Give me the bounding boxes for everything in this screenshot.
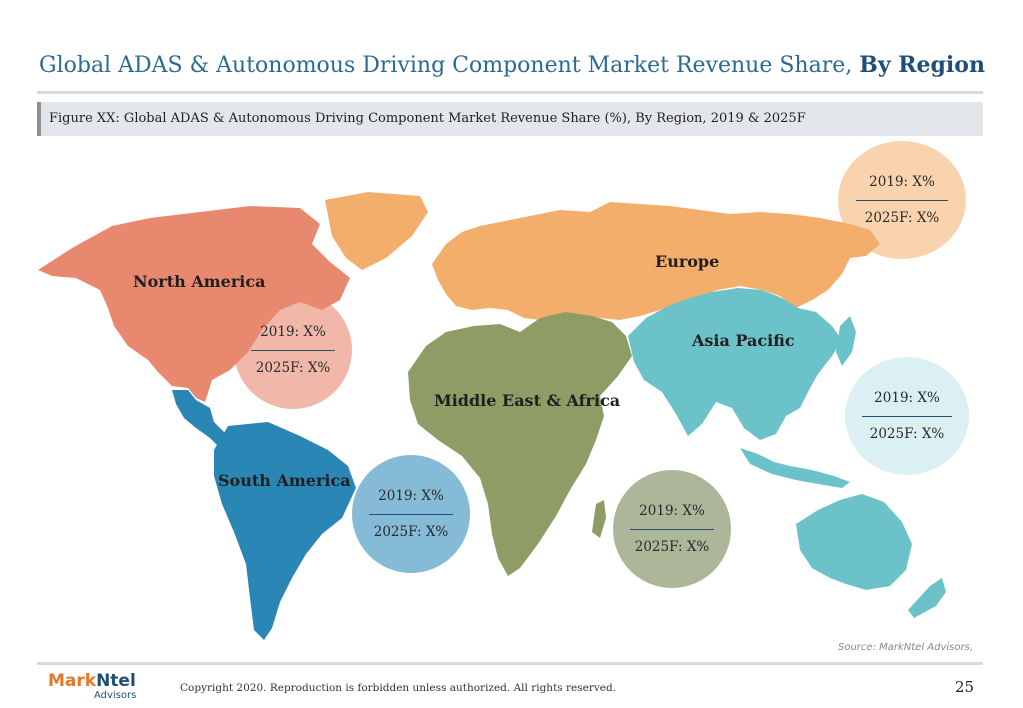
region-label-north-america: North America <box>133 272 266 291</box>
bottom-divider <box>37 662 983 665</box>
japan-shape <box>836 316 856 366</box>
bubble-europe-divider <box>855 200 949 201</box>
bubble-middle-east-africa: 2019: X% 2025F: X% <box>613 470 731 588</box>
figure-caption: Figure XX: Global ADAS & Autonomous Driv… <box>49 111 806 126</box>
sea-islands-shape <box>740 448 850 488</box>
asia-pacific-shape <box>628 288 842 440</box>
bubble-north-america-2025: 2025F: X% <box>255 360 331 376</box>
bubble-middle-east-africa-2025: 2025F: X% <box>634 539 710 555</box>
top-divider <box>37 91 983 94</box>
logo-part1: Mark <box>48 671 97 691</box>
middle-east-africa-shape <box>408 312 632 576</box>
bubble-asia-pacific-divider <box>862 416 952 417</box>
madagascar-shape <box>592 500 606 538</box>
title-main: Global ADAS & Autonomous Driving Compone… <box>39 53 860 78</box>
world-map-svg <box>38 192 946 640</box>
bubble-south-america: 2019: X% 2025F: X% <box>352 455 470 573</box>
figure-caption-bar: Figure XX: Global ADAS & Autonomous Driv… <box>37 102 983 136</box>
bubble-south-america-2025: 2025F: X% <box>373 524 449 540</box>
title-accent: By Region <box>859 52 985 78</box>
region-label-south-america: South America <box>218 471 351 490</box>
europe-shape <box>432 202 880 320</box>
region-label-europe: Europe <box>655 252 720 271</box>
world-map <box>0 140 1023 660</box>
page-number: 25 <box>955 678 975 696</box>
north-america-shape <box>38 206 350 402</box>
bubble-asia-pacific-2019: 2019: X% <box>874 390 940 406</box>
region-label-asia-pacific: Asia Pacific <box>692 331 795 350</box>
australia-shape <box>796 494 912 590</box>
bubble-europe-2019: 2019: X% <box>869 174 935 190</box>
logo-subtext: Advisors <box>94 690 137 701</box>
central-america-shape <box>172 390 228 448</box>
page-title: Global ADAS & Autonomous Driving Compone… <box>39 52 985 78</box>
region-label-middle-east-africa: Middle East & Africa <box>434 391 621 410</box>
copyright-notice: Copyright 2020. Reproduction is forbidde… <box>180 682 617 694</box>
bubble-asia-pacific-2025: 2025F: X% <box>869 426 945 442</box>
bubble-middle-east-africa-divider <box>629 529 715 530</box>
bubble-europe: 2019: X% 2025F: X% <box>838 141 966 259</box>
logo-part2: Ntel <box>96 671 136 691</box>
bubble-middle-east-africa-2019: 2019: X% <box>639 503 705 519</box>
logo-wordmark: MarkNtel <box>48 672 136 690</box>
bubble-south-america-divider <box>368 514 454 515</box>
bubble-asia-pacific: 2019: X% 2025F: X% <box>845 357 969 475</box>
greenland-shape <box>325 192 428 270</box>
bubble-north-america-2019: 2019: X% <box>260 324 326 340</box>
bubble-north-america-divider <box>250 350 336 351</box>
bubble-europe-2025: 2025F: X% <box>864 210 940 226</box>
bubble-south-america-2019: 2019: X% <box>378 488 444 504</box>
south-america-shape <box>214 422 356 640</box>
new-zealand-shape <box>908 578 946 618</box>
source-note: Source: MarkNtel Advisors, <box>838 642 973 653</box>
bubble-north-america: 2019: X% 2025F: X% <box>234 291 352 409</box>
company-logo: MarkNtel Advisors <box>48 672 136 702</box>
